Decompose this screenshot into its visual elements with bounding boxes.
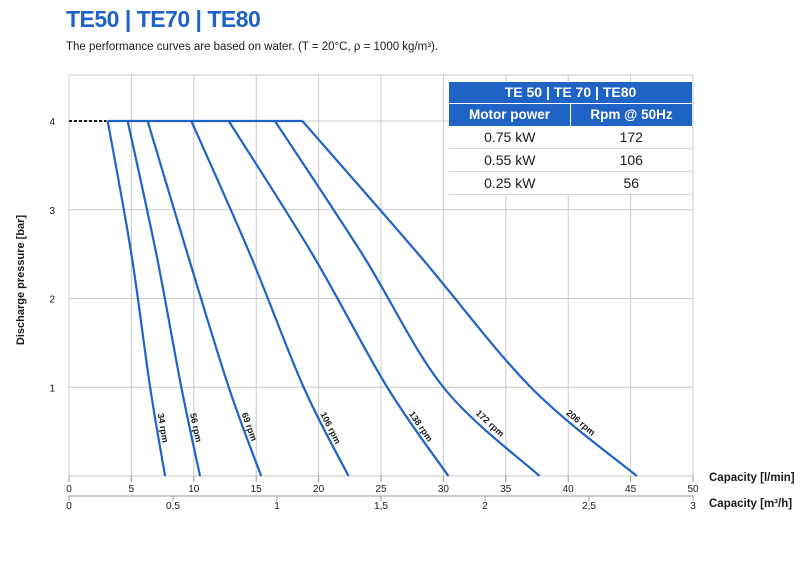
x2-tick-label: 3 — [690, 501, 696, 512]
x2-tick-label: 1 — [274, 501, 280, 512]
x-axis-label-2: Capacity [m³/h] — [709, 498, 792, 510]
y-tick-label: 4 — [49, 117, 55, 128]
spec-table: TE 50 | TE 70 | TE80 Motor power Rpm @ 5… — [449, 82, 692, 195]
table-row: 0.75 kW 172 — [449, 126, 692, 149]
curve-line — [126, 120, 202, 477]
y-tick-label: 2 — [49, 295, 55, 306]
table-row: 0.55 kW 106 — [449, 149, 692, 172]
y-tick-label: 1 — [49, 383, 55, 394]
spec-table-title: TE 50 | TE 70 | TE80 — [449, 82, 692, 103]
y-tick-label: 3 — [49, 206, 55, 217]
page-title: TE50 | TE70 | TE80 — [66, 6, 261, 32]
cell-power: 0.75 kW — [484, 129, 536, 145]
spec-table-header: Motor power Rpm @ 50Hz — [449, 103, 692, 126]
x-tick-label: 45 — [625, 484, 637, 495]
x2-tick-label: 0 — [66, 501, 72, 512]
page-subtitle: The performance curves are based on wate… — [66, 41, 439, 53]
x-tick-label: 25 — [375, 484, 387, 495]
cell-power: 0.25 kW — [484, 175, 536, 191]
x-tick-label: 15 — [251, 484, 263, 495]
x-tick-label: 35 — [500, 484, 512, 495]
col-rpm: Rpm @ 50Hz — [590, 107, 673, 122]
curve-line — [301, 120, 638, 477]
cell-rpm: 172 — [619, 129, 643, 145]
x-axis-label: Capacity [l/min] — [709, 472, 795, 484]
table-row: 0.25 kW 56 — [449, 172, 692, 195]
curve-line — [106, 120, 167, 477]
x-tick-label: 40 — [563, 484, 575, 495]
x2-tick-label: 2,5 — [582, 501, 596, 512]
curve-line — [274, 120, 541, 477]
curve-line — [146, 120, 263, 477]
curve-line — [227, 120, 450, 477]
y-axis-label: Discharge pressure [bar] — [15, 215, 27, 346]
cell-power: 0.55 kW — [484, 152, 536, 168]
cell-rpm: 106 — [619, 152, 643, 168]
chart-grid — [68, 74, 694, 477]
curve-label: 34 rpm — [156, 413, 171, 444]
x-tick-label: 30 — [438, 484, 450, 495]
x-tick-label: 5 — [129, 484, 135, 495]
x-tick-label: 0 — [66, 484, 72, 495]
x-tick-label: 10 — [188, 484, 200, 495]
cell-rpm: 56 — [623, 175, 640, 191]
x2-tick-label: 2 — [482, 501, 488, 512]
x2-tick-label: 1,5 — [374, 501, 388, 512]
curve-line — [190, 120, 350, 477]
x2-tick-label: 0,5 — [166, 501, 180, 512]
col-motor-power: Motor power — [449, 104, 571, 126]
x-tick-label: 20 — [313, 484, 325, 495]
x-tick-label: 50 — [687, 484, 699, 495]
axis-ticks: 0 5 10 15 20 25 30 35 40 45 50 0 0,5 1 1,5 2 2,5 3 1 2 3 4 — [49, 117, 699, 512]
